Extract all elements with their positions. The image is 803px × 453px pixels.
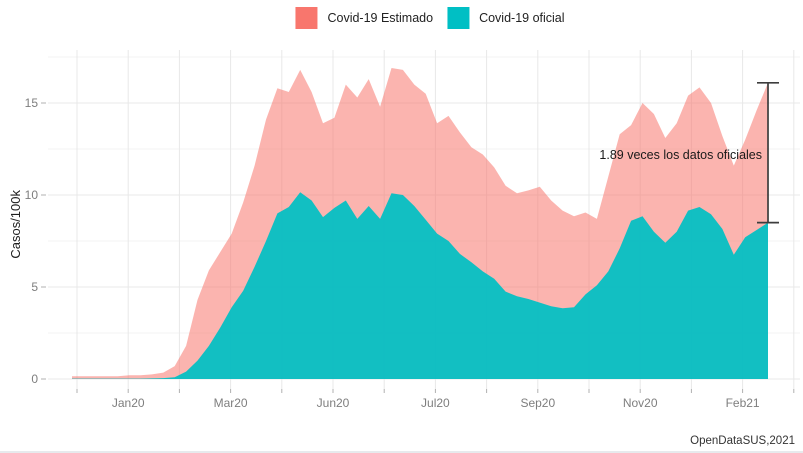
y-axis-title: Casos/100k [8,190,23,259]
y-tick-label: 5 [31,280,38,294]
area-oficial [72,192,768,379]
y-tick-label: 0 [31,372,38,386]
legend-label-oficial: Covid-19 oficial [479,11,565,25]
x-tick-label: Sep20 [520,396,555,410]
legend-item-oficial: Covid-19 oficial [447,7,565,29]
y-tick-label: 15 [25,96,39,110]
legend: Covid-19 Estimado Covid-19 oficial [295,7,565,29]
legend-label-estimado: Covid-19 Estimado [327,11,434,25]
legend-item-estimado: Covid-19 Estimado [295,7,433,29]
ratio-annotation: 1.89 veces los datos oficiales [599,148,762,162]
x-tick-label: Feb21 [726,396,760,410]
x-tick-label: Mar20 [214,396,248,410]
x-tick-label: Jan20 [112,396,145,410]
x-tick-label: Jul20 [421,396,450,410]
legend-swatch-oficial [447,7,470,29]
x-tick-label: Jun20 [317,396,350,410]
y-tick-label: 10 [25,188,39,202]
source-caption: OpenDataSUS,2021 [690,435,795,447]
x-tick-label: Nov20 [623,396,658,410]
legend-swatch-estimado [295,7,318,29]
